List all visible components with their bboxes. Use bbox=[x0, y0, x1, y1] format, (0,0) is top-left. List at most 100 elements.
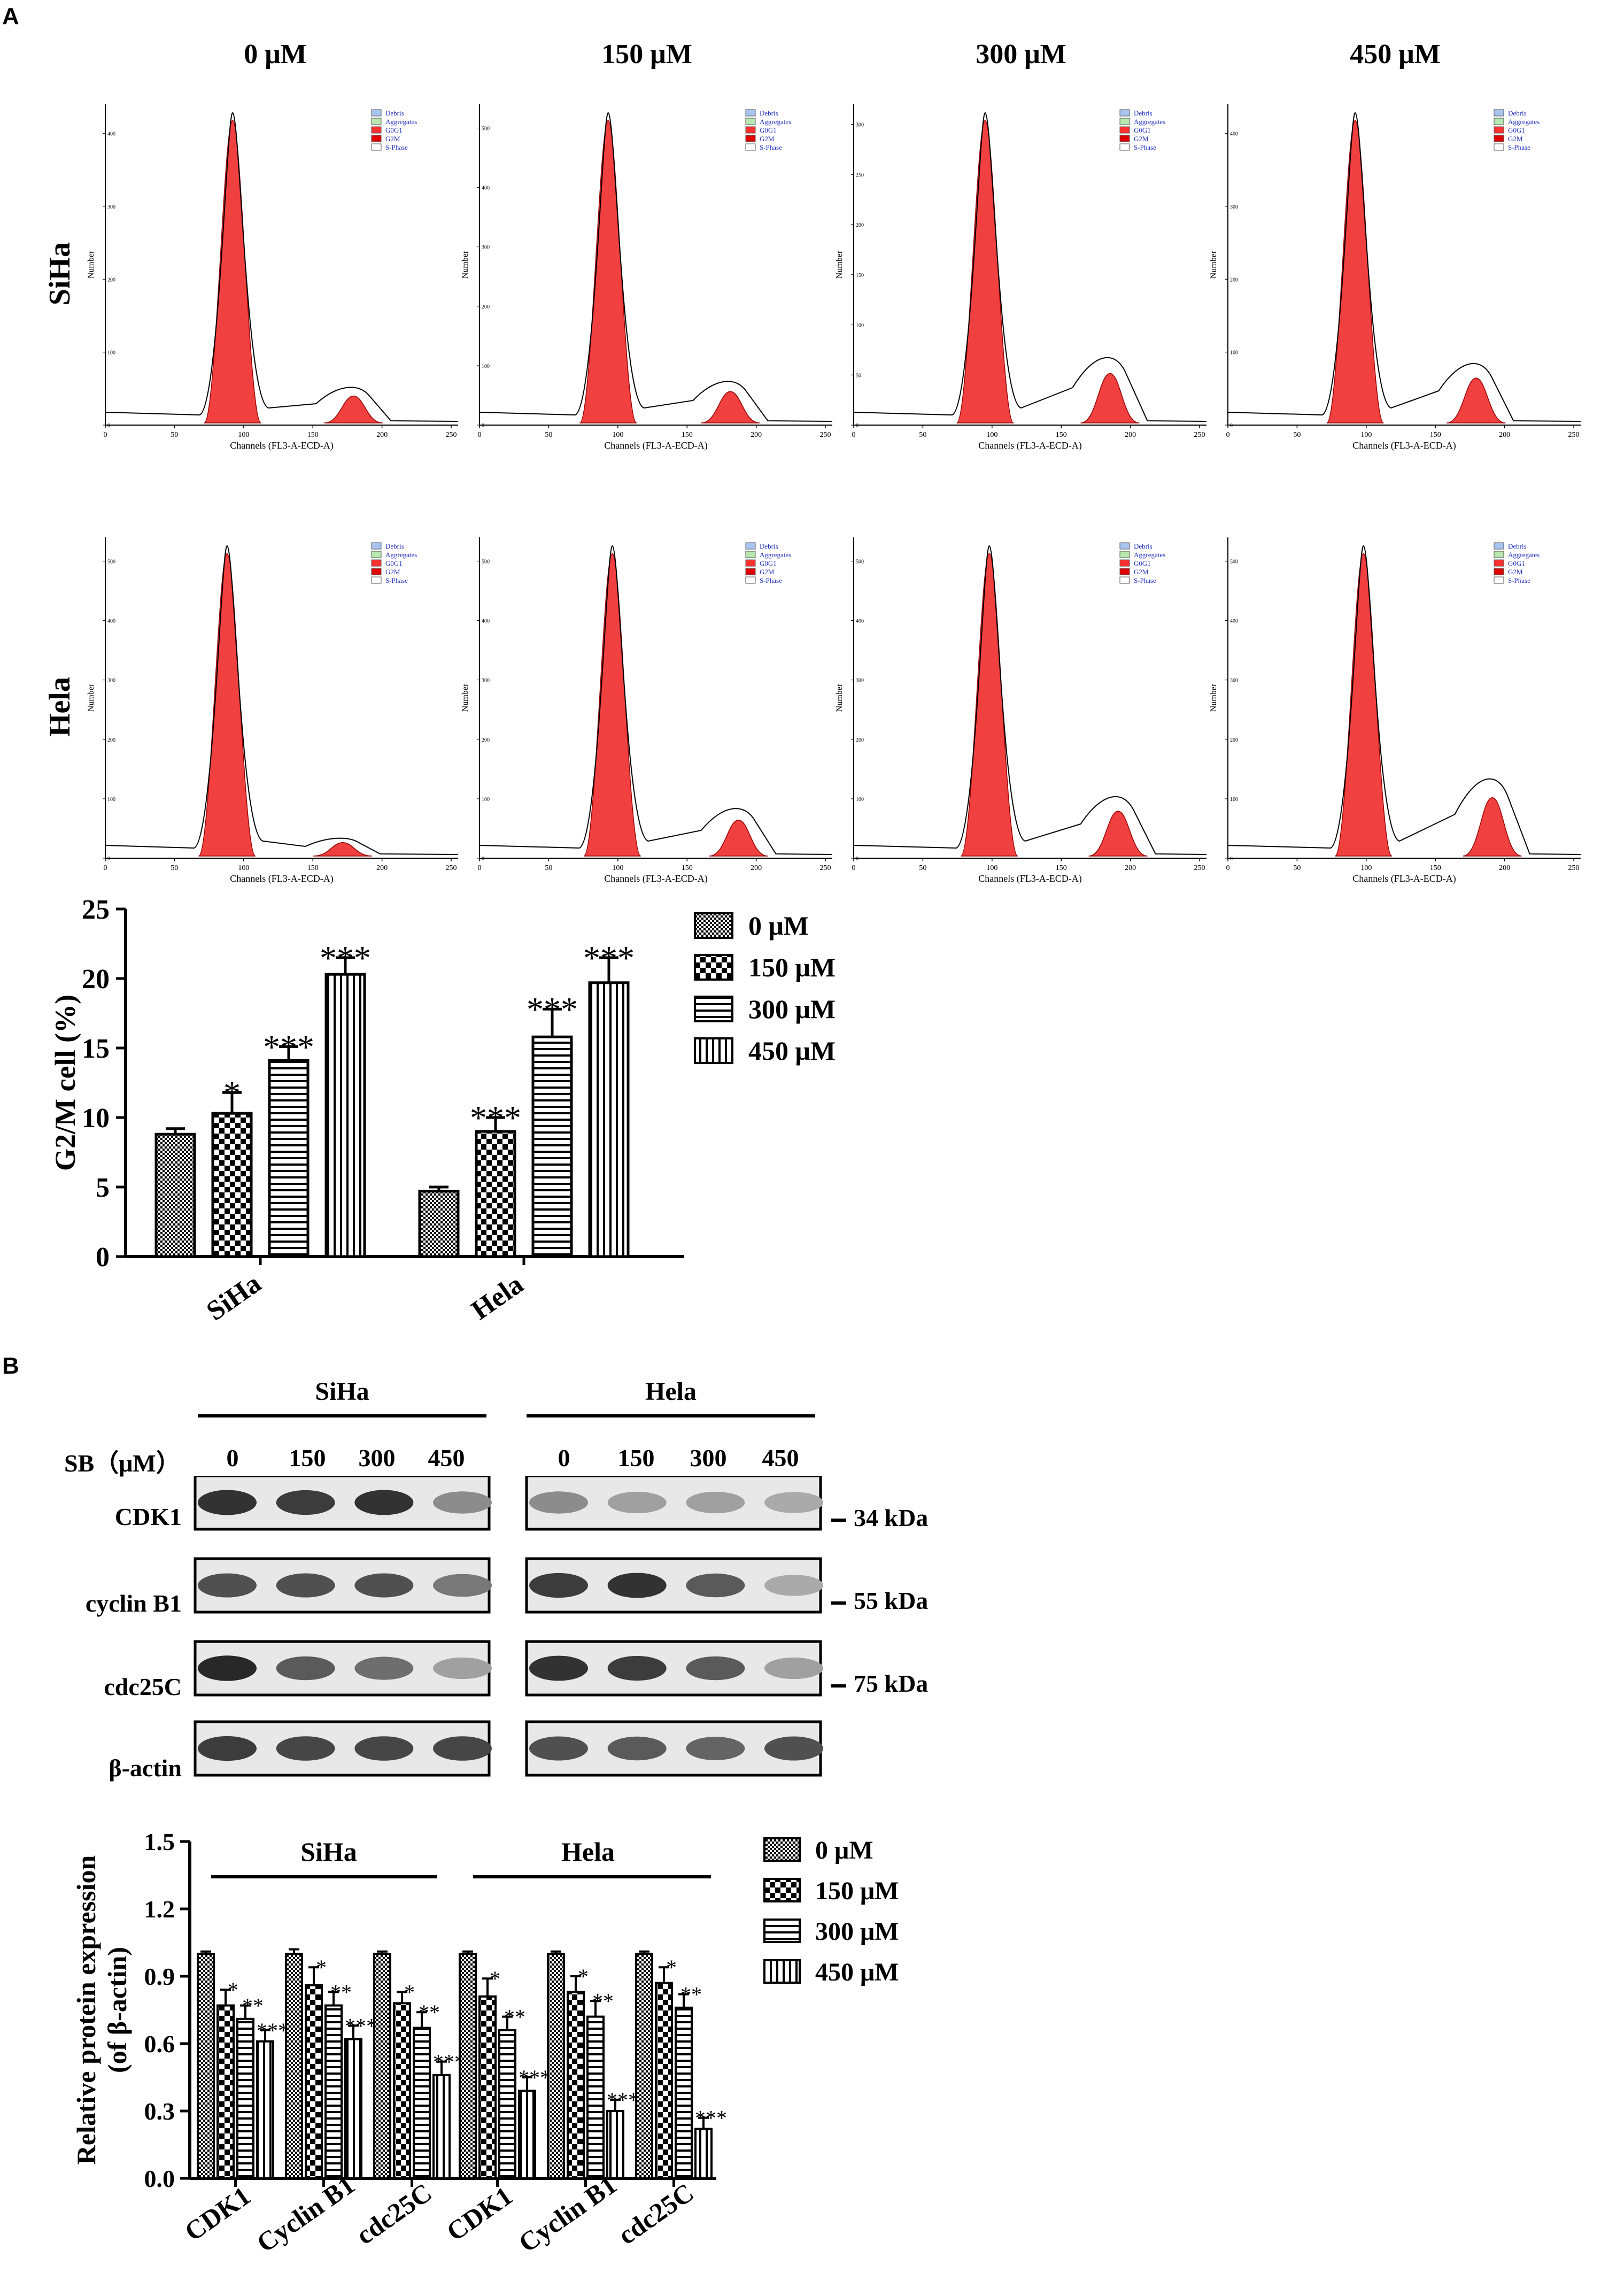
panel-b-letter: B bbox=[2, 1353, 19, 1379]
lane-siha-0: 0 bbox=[226, 1444, 239, 1471]
flow-legend-swatch bbox=[1119, 109, 1130, 117]
flow-x-tick-label: 250 bbox=[1568, 431, 1580, 439]
flow-legend-label: Aggregates bbox=[760, 118, 791, 126]
flow-x-tick-label: 100 bbox=[612, 431, 623, 439]
flow-legend-label: G2M bbox=[1508, 135, 1523, 143]
wb-header-siha: SiHa bbox=[315, 1377, 369, 1406]
flow-legend-label: Aggregates bbox=[385, 118, 417, 126]
lane-siha-150: 150 bbox=[289, 1444, 326, 1471]
prot-x-tick-label: cdc25C bbox=[613, 2177, 699, 2251]
flow-legend-label: Aggregates bbox=[1134, 551, 1165, 559]
prot-bar bbox=[373, 1953, 391, 2179]
flow-y-label: Number bbox=[1209, 250, 1218, 279]
wb-band bbox=[276, 1656, 335, 1681]
flow-legend-label: S-Phase bbox=[385, 576, 408, 584]
flow-y-tick-label: 500 bbox=[107, 559, 115, 565]
g2m-bar bbox=[324, 973, 366, 1258]
g2m-y-tick-label: 20 bbox=[82, 964, 110, 995]
prot-sig-mark: ** bbox=[330, 1980, 352, 2004]
flow-y-tick-label: 0 bbox=[856, 856, 858, 862]
flow-legend-swatch bbox=[745, 542, 756, 550]
conc-header-150: 150 μM bbox=[601, 39, 692, 70]
prot-x-tick-label: CDK1 bbox=[179, 2181, 256, 2247]
flow-legend-label: G2M bbox=[1508, 568, 1523, 576]
wb-band bbox=[607, 1573, 667, 1598]
prot-bar bbox=[344, 2038, 362, 2179]
flow-x-tick-label: 200 bbox=[376, 864, 388, 872]
prot-y-tick-label: 1.5 bbox=[144, 1828, 175, 1855]
flow-legend-label: G0G1 bbox=[1134, 559, 1151, 567]
flow-panel-3: Number 0 50 100 150 200 250 Channels (FL3-A-ECD… bbox=[1209, 104, 1581, 451]
flow-histogram-trace bbox=[1227, 545, 1581, 855]
flow-x-tick-label: 150 bbox=[307, 431, 319, 439]
wb-band bbox=[529, 1655, 588, 1681]
panel-a-letter: A bbox=[2, 3, 19, 29]
prot-legend-swatch bbox=[763, 1959, 801, 1984]
prot-bar bbox=[586, 2015, 605, 2179]
g2m-legend-swatch bbox=[694, 1037, 733, 1064]
flow-legend-swatch bbox=[745, 126, 756, 134]
prot-bar bbox=[285, 1953, 303, 2179]
flow-x-tick-label: 50 bbox=[919, 864, 926, 872]
flow-legend-label: Aggregates bbox=[1134, 118, 1165, 126]
wb-band bbox=[764, 1575, 823, 1596]
g2m-peak bbox=[709, 820, 768, 857]
flow-legend-swatch bbox=[1119, 568, 1130, 575]
flow-y-tick-label: 500 bbox=[1230, 559, 1238, 565]
g0g1-peak bbox=[579, 120, 637, 423]
flow-y-tick-label: 200 bbox=[107, 737, 115, 743]
g0g1-peak bbox=[1334, 553, 1393, 857]
flow-legend-label: G2M bbox=[1134, 135, 1149, 143]
g2m-bar bbox=[211, 1112, 253, 1258]
flow-x-tick-label: 0 bbox=[852, 431, 856, 439]
flow-x-tick-label: 200 bbox=[751, 431, 762, 439]
wb-band bbox=[433, 1657, 492, 1679]
lane-siha-450: 450 bbox=[428, 1444, 465, 1471]
prot-sig-mark: * bbox=[316, 1955, 327, 1979]
prot-bar bbox=[694, 2128, 713, 2179]
flow-x-tick-label: 100 bbox=[986, 431, 997, 439]
flow-y-tick-label: 300 bbox=[856, 122, 864, 128]
conc-header-0: 0 μM bbox=[244, 39, 307, 70]
flow-x-tick-label: 100 bbox=[612, 864, 623, 872]
flow-x-tick-label: 50 bbox=[545, 431, 552, 439]
flow-panel-5: Number 0 50 100 150 200 250 Channels (FL3-A-ECD… bbox=[461, 537, 833, 884]
flow-legend-label: G0G1 bbox=[1508, 559, 1525, 567]
flow-x-tick-label: 150 bbox=[1056, 431, 1067, 439]
flow-y-tick-label: 200 bbox=[856, 222, 864, 228]
wb-header-hela: Hela bbox=[645, 1377, 697, 1406]
flow-panel-4: Number 0 50 100 150 200 250 Channels (FL3-A-ECD… bbox=[87, 537, 459, 884]
flow-legend-swatch bbox=[371, 559, 382, 567]
g0g1-peak bbox=[198, 553, 256, 857]
flow-legend-swatch bbox=[1494, 135, 1504, 142]
flow-y-tick-label: 100 bbox=[107, 797, 115, 803]
flow-y-tick-label: 400 bbox=[482, 186, 490, 191]
g2m-y-tick-label: 25 bbox=[82, 895, 110, 925]
g2m-sig-mark: *** bbox=[527, 990, 578, 1028]
flow-y-tick-label: 300 bbox=[856, 678, 864, 684]
flow-legend-label: G0G1 bbox=[1508, 126, 1525, 134]
flow-x-tick-label: 50 bbox=[545, 864, 552, 872]
flow-y-tick-label: 100 bbox=[482, 364, 490, 369]
flow-y-tick-label: 500 bbox=[856, 559, 864, 565]
flow-y-tick-label: 100 bbox=[107, 350, 115, 356]
flow-legend-swatch bbox=[1494, 559, 1504, 567]
prot-bar bbox=[236, 2017, 254, 2179]
flow-y-tick-label: 500 bbox=[482, 559, 490, 565]
flow-y-tick-label: 400 bbox=[1230, 132, 1238, 137]
prot-sig-mark: *** bbox=[257, 2018, 289, 2043]
flow-x-tick-label: 0 bbox=[1226, 431, 1230, 439]
wb-label-bactin: β-actin bbox=[109, 1754, 182, 1782]
g2m-bar bbox=[475, 1130, 516, 1258]
flow-y-tick-label: 300 bbox=[107, 678, 115, 684]
prot-bar bbox=[518, 2090, 536, 2180]
wb-label-cdk1: CDK1 bbox=[114, 1503, 182, 1530]
prot-x-tick-label: Cyclin B1 bbox=[251, 2169, 360, 2258]
wb-label-cdc25c: cdc25C bbox=[104, 1673, 182, 1700]
g2m-y-label: G2/M cell (%) bbox=[49, 995, 81, 1171]
conc-header-300: 300 μM bbox=[976, 39, 1066, 70]
prot-legend-label: 0 μM bbox=[815, 1836, 873, 1864]
wb-band bbox=[276, 1736, 335, 1761]
flow-x-tick-label: 100 bbox=[1360, 864, 1372, 872]
flow-legend-label: Debris bbox=[1508, 542, 1527, 550]
